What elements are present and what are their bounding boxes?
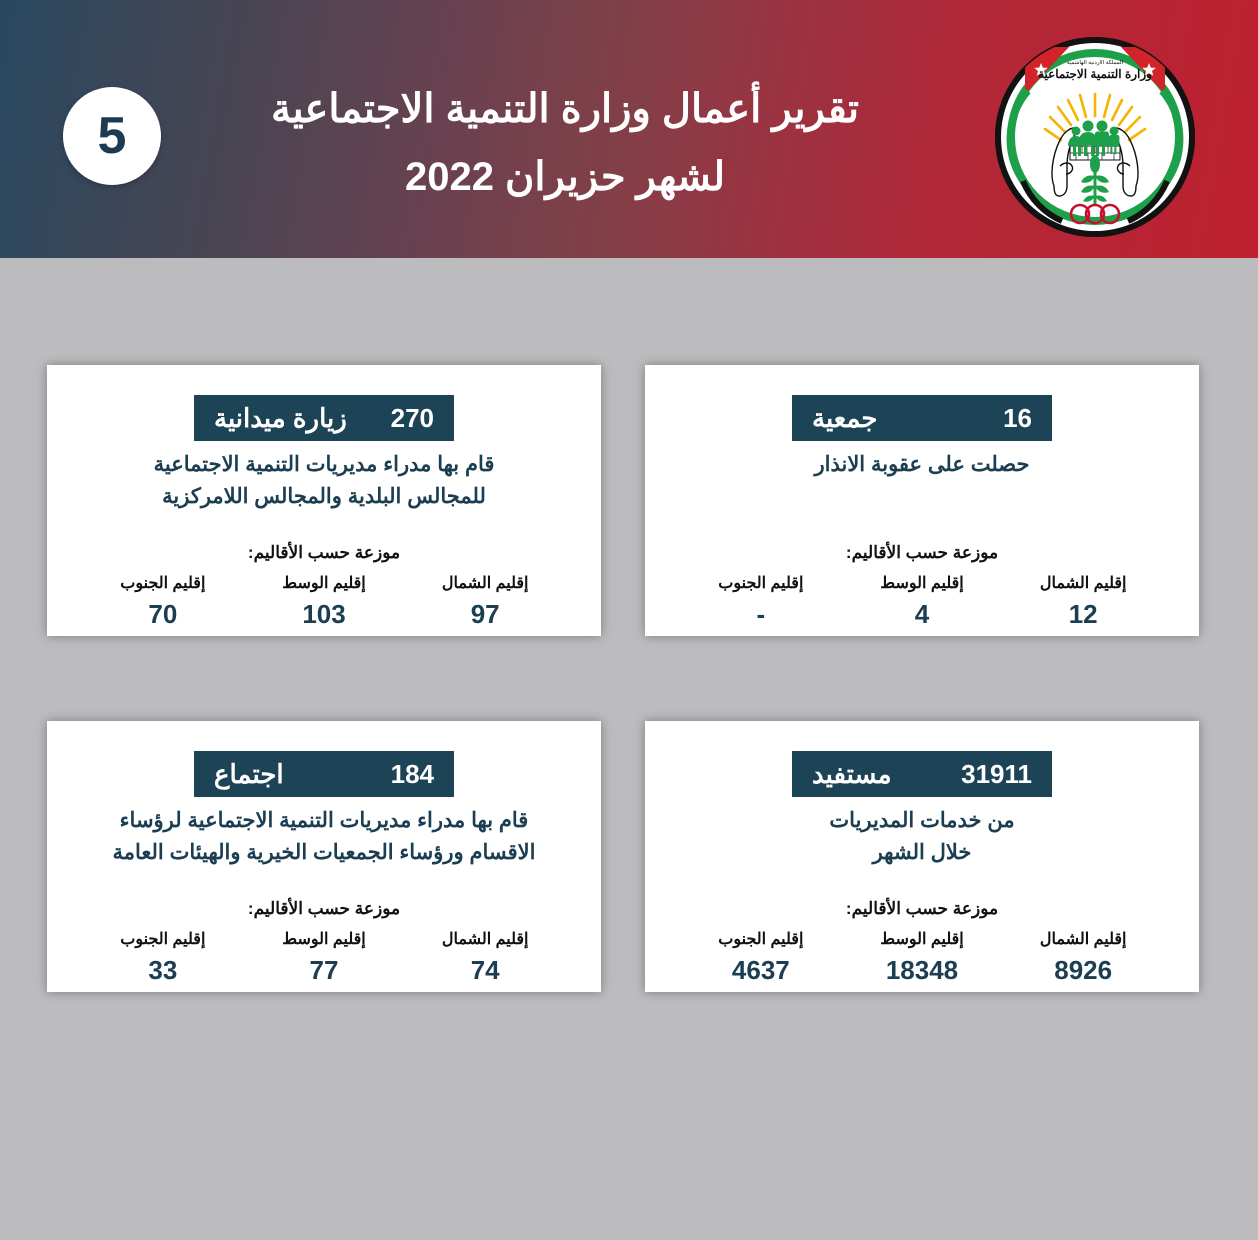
svg-text:المملكة الاردنية الهاشمية: المملكة الاردنية الهاشمية	[1067, 59, 1124, 66]
svg-text:وزارة التنمية الاجتماعية: وزارة التنمية الاجتماعية	[1038, 67, 1152, 82]
